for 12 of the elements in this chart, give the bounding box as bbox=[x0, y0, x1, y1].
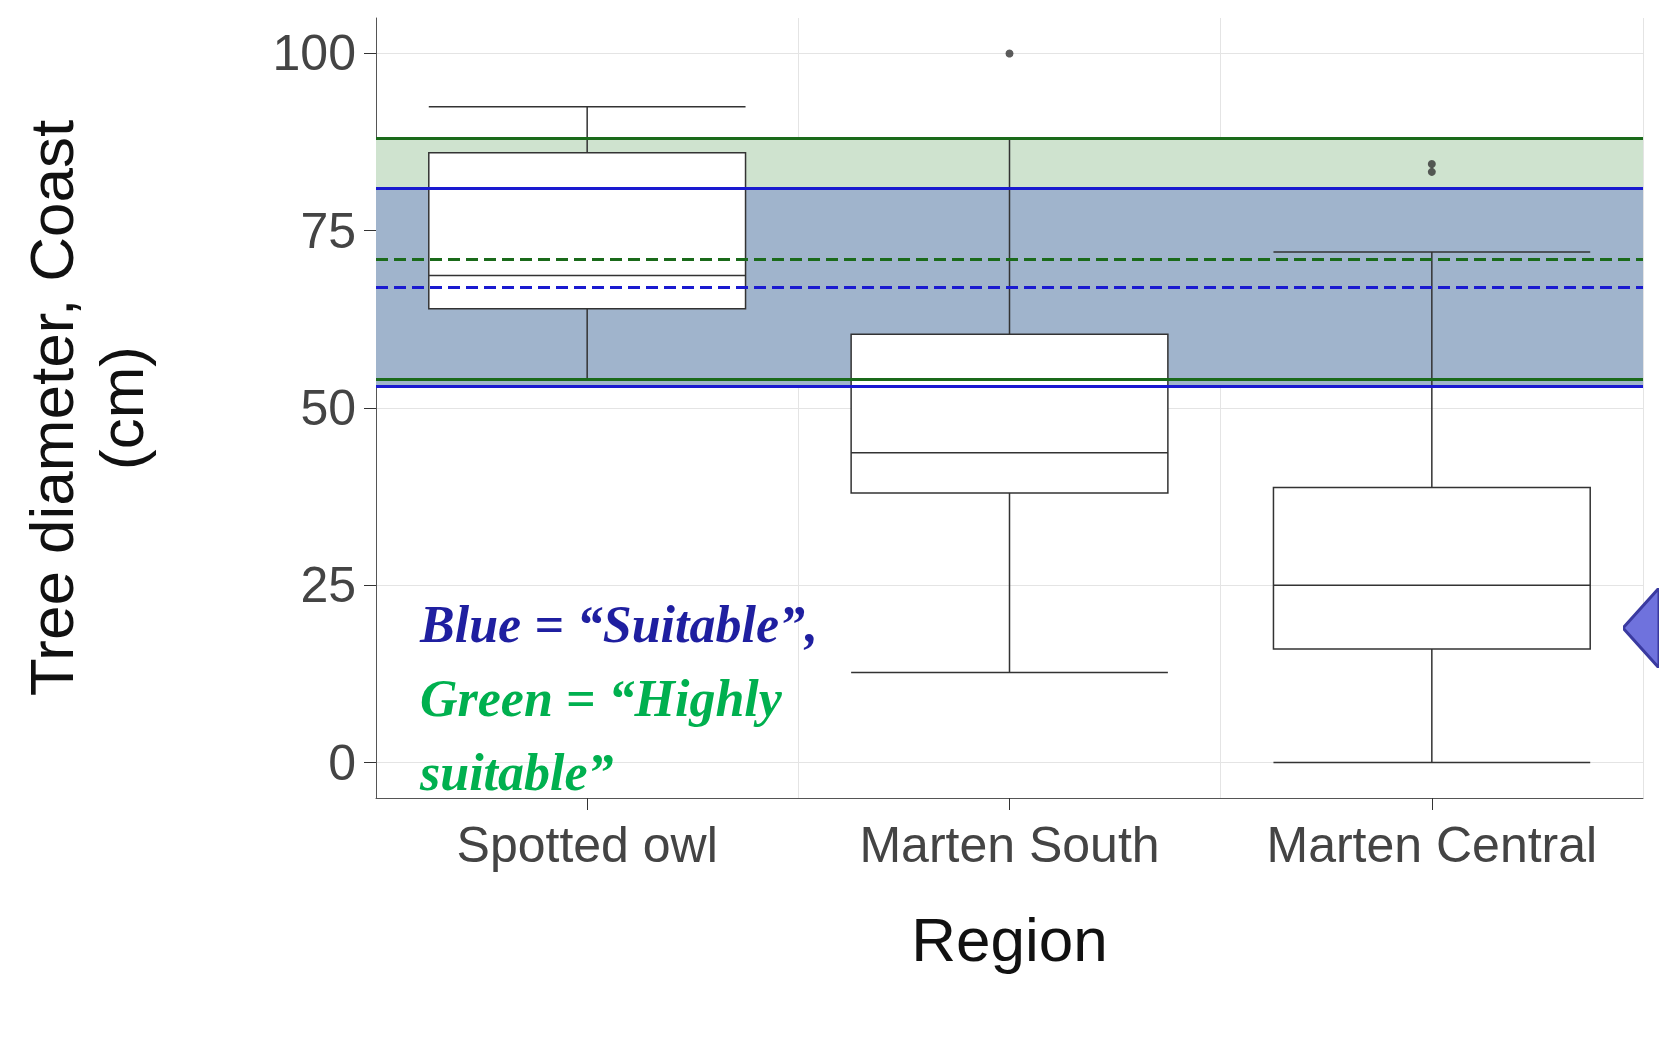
annotation: Blue = “Suitable”, bbox=[419, 595, 819, 653]
y-axis-title: Tree diameter, Coast (cm) bbox=[16, 119, 156, 697]
x-axis-title: Region bbox=[911, 904, 1108, 974]
y-tick-label: 75 bbox=[300, 202, 356, 259]
x-tick-label: Marten South bbox=[859, 817, 1160, 873]
annotation: Green = “Highly suitable” bbox=[419, 669, 783, 801]
y-tick-label: 50 bbox=[300, 380, 356, 436]
x-tick-label: Marten Central bbox=[1266, 817, 1598, 873]
y-tick-label: 25 bbox=[300, 557, 356, 614]
x-tick-label: Spotted owl bbox=[456, 817, 718, 873]
y-tick-label: 100 bbox=[272, 25, 356, 82]
y-tick-label: 0 bbox=[328, 734, 356, 791]
